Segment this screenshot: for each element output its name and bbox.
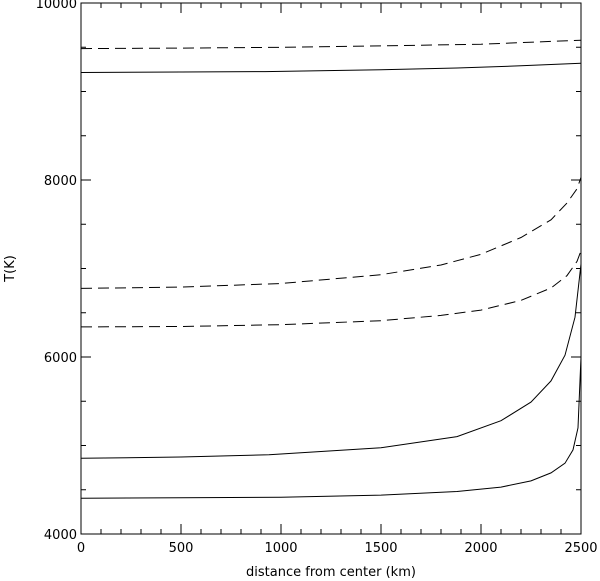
minor-ticks [80, 2, 582, 535]
y-tick-label: 8000 [44, 174, 77, 189]
y-tick-label: 4000 [44, 528, 77, 543]
y-tick-label: 6000 [44, 351, 77, 366]
x-axis-title: distance from center (km) [246, 565, 416, 580]
y-tick-label: 10000 [36, 0, 77, 12]
series-5-line [80, 264, 582, 459]
x-tick-label: 2500 [564, 541, 597, 556]
series-3-line [80, 177, 582, 289]
series-4-line [80, 250, 582, 328]
major-ticks [80, 2, 582, 535]
y-axis-title: T(K) [3, 255, 18, 283]
series-6-line [80, 356, 582, 499]
x-tick-label: 1500 [364, 541, 397, 556]
x-tick-label: 500 [169, 541, 194, 556]
x-tick-labels: 0 500 1000 1500 2000 2500 [77, 541, 598, 556]
y-tick-labels: 4000 6000 8000 10000 [36, 0, 77, 543]
x-tick-label: 2000 [464, 541, 497, 556]
series-2-line [80, 62, 582, 73]
series-layer [80, 39, 582, 499]
x-tick-label: 1000 [264, 541, 297, 556]
series-1-line [80, 39, 582, 50]
x-tick-label: 0 [77, 541, 85, 556]
plot-frame [80, 2, 582, 535]
